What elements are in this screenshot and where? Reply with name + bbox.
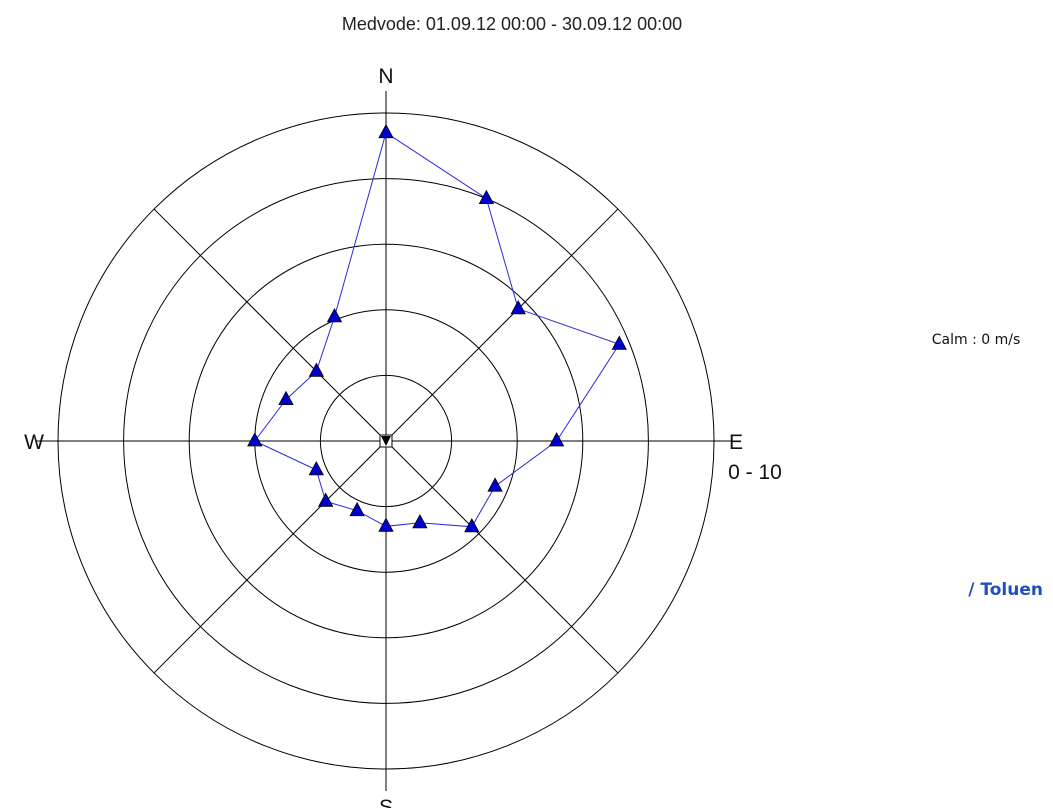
data-point-3 [611,335,627,350]
data-point-9 [349,501,365,517]
direction-label-s: S [379,796,393,808]
data-point-12 [247,432,263,447]
data-point-15 [326,307,343,323]
direction-label-w: W [24,431,44,454]
data-point-5 [487,477,503,492]
data-point-4 [548,432,565,447]
spoke-225 [153,440,387,674]
data-point-7 [412,513,428,529]
direction-label-e: E [729,431,743,454]
data-point-8 [378,517,394,532]
direction-label-n: N [378,65,393,88]
data-point-13 [278,390,294,406]
polar-grid [36,91,736,791]
center-marker [381,436,391,446]
calm-label: Calm : 0 m/s [932,332,1021,348]
spoke-135 [385,440,619,674]
spoke-45 [385,208,619,442]
data-point-0 [378,123,394,139]
data-point-1 [478,189,495,205]
data-point-6 [464,517,480,533]
range-label: 0 - 10 [728,461,782,484]
spoke-315 [153,208,387,442]
data-point-11 [308,461,324,476]
series-legend-label: / Toluen [968,580,1043,600]
data-point-14 [308,362,325,377]
series-line-0 [254,132,621,528]
direction-labels: N E S W [24,65,743,808]
series-layer [247,123,627,533]
data-point-10 [318,492,334,507]
data-point-2 [510,299,526,315]
chart-title: Medvode: 01.09.12 00:00 - 30.09.12 00:00 [342,14,682,34]
